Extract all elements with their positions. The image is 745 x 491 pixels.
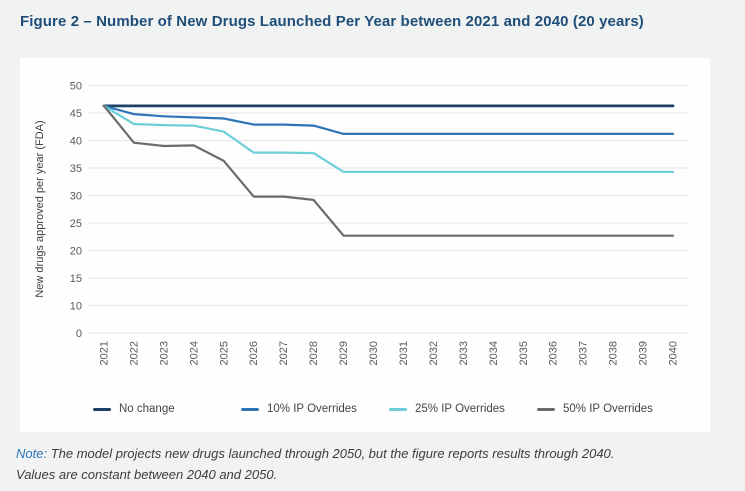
legend-label-25pct: 25% IP Overrides: [415, 403, 505, 415]
x-tick-label: 2037: [578, 341, 590, 365]
x-tick-label: 2039: [638, 341, 650, 365]
note-label: Note:: [16, 446, 48, 461]
series-line-25-ip-overrides: [102, 104, 675, 174]
x-tick-label: 2033: [458, 341, 470, 365]
x-tick-label: 2031: [398, 341, 410, 365]
x-tick-label: 2024: [188, 341, 200, 365]
x-tick-label: 2038: [608, 341, 620, 365]
x-tick-label: 2036: [548, 341, 560, 365]
figure-title: Figure 2 – Number of New Drugs Launched …: [20, 13, 644, 30]
x-tick-label: 2034: [488, 341, 500, 365]
x-tick-label: 2032: [428, 341, 440, 365]
chart-card: 50 45 40 35 30 25 20 15 10 0 2021 2022 2023 2024 2025 2…: [20, 58, 710, 432]
y-tick-label: 30: [70, 191, 82, 203]
y-tick-label: 10: [70, 301, 82, 313]
x-tick-label: 2040: [667, 341, 679, 365]
y-tick-label: 25: [70, 218, 82, 230]
legend-dash-50pct-icon: [537, 407, 555, 411]
legend-item-10pct-overrides: 10% IP Overrides: [241, 403, 389, 415]
series-line-50-ip-overrides: [102, 104, 675, 237]
x-tick-label: 2025: [218, 341, 230, 365]
x-tick-label: 2027: [278, 341, 290, 365]
chart-legend: No change 10% IP Overrides 25% IP Overri…: [20, 398, 710, 420]
x-tick-label: 2030: [368, 341, 380, 365]
legend-dash-25pct-icon: [389, 407, 407, 411]
x-tick-label: 2022: [128, 341, 140, 365]
legend-dash-no-change-icon: [93, 407, 111, 411]
legend-label-no-change: No change: [119, 403, 175, 415]
note-line2: Values are constant between 2040 and 205…: [16, 467, 278, 482]
legend-item-no-change: No change: [93, 403, 241, 415]
legend-label-10pct: 10% IP Overrides: [267, 403, 357, 415]
figure-note: Note: The model projects new drugs launc…: [16, 443, 731, 485]
legend-dash-10pct-icon: [241, 407, 259, 411]
line-chart-svg: 50 45 40 35 30 25 20 15 10 0 2021 2022 2023 2024 2025 2…: [34, 81, 688, 365]
x-tick-label: 2021: [99, 341, 111, 365]
legend-item-50pct-overrides: 50% IP Overrides: [537, 403, 653, 415]
legend-item-25pct-overrides: 25% IP Overrides: [389, 403, 537, 415]
y-tick-label: 35: [70, 163, 82, 175]
y-tick-label: 45: [70, 108, 82, 120]
x-tick-label: 2026: [248, 341, 260, 365]
y-tick-label: 15: [70, 273, 82, 285]
x-tick-label: 2023: [158, 341, 170, 365]
y-tick-label: 50: [70, 81, 82, 93]
y-tick-label: 0: [76, 328, 82, 340]
x-tick-label: 2035: [518, 341, 530, 365]
y-tick-label: 40: [70, 136, 82, 148]
y-axis-title: New drugs approved per year (FDA): [34, 120, 46, 297]
y-tick-label: 20: [70, 246, 82, 258]
x-tick-label: 2028: [308, 341, 320, 365]
x-tick-label: 2029: [338, 341, 350, 365]
legend-label-50pct: 50% IP Overrides: [563, 403, 653, 415]
series-line-10-ip-overrides: [102, 104, 675, 136]
note-line1: The model projects new drugs launched th…: [50, 446, 615, 461]
